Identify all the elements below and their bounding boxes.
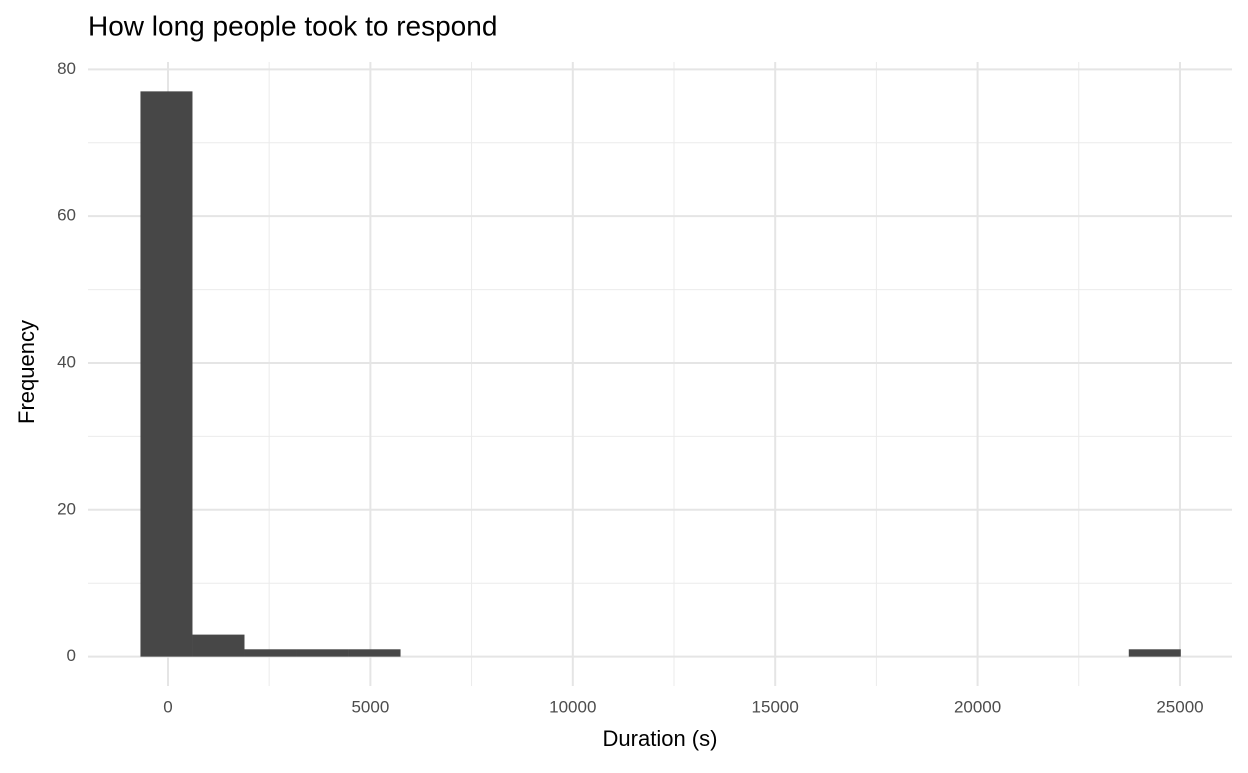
y-tick-label: 60: [57, 206, 76, 225]
x-tick-label: 5000: [351, 697, 389, 716]
x-tick-label: 15000: [752, 697, 799, 716]
x-tick-label: 0: [163, 697, 172, 716]
x-axis-label: Duration (s): [603, 726, 718, 751]
bar: [244, 649, 297, 657]
chart-title: How long people took to respond: [88, 10, 497, 41]
bar: [140, 91, 193, 657]
y-tick-label: 20: [57, 499, 76, 518]
y-tick-label: 80: [57, 59, 76, 78]
x-tick-label: 20000: [954, 697, 1001, 716]
x-tick-label: 25000: [1156, 697, 1203, 716]
y-tick-label: 0: [67, 646, 76, 665]
bar: [348, 649, 401, 657]
bar: [296, 649, 349, 657]
x-tick-label: 10000: [549, 697, 596, 716]
y-axis-label: Frequency: [14, 320, 39, 424]
y-tick-label: 40: [57, 352, 76, 371]
bar: [1128, 649, 1181, 657]
bar: [192, 634, 245, 657]
